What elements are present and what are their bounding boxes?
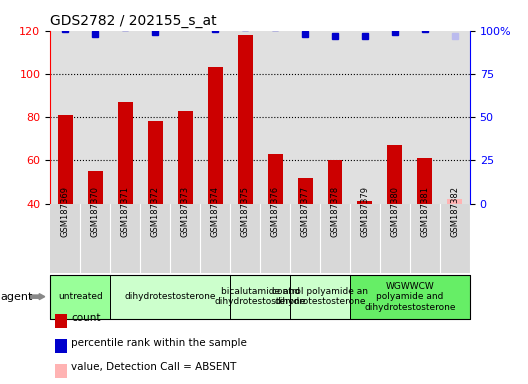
Text: count: count [71,313,101,323]
Bar [357,201,372,204]
Text: GSM187381: GSM187381 [420,186,429,237]
Bar [447,199,463,204]
Bar [110,275,230,319]
Text: GSM187372: GSM187372 [150,186,159,237]
Bar [230,31,260,204]
Bar [320,204,350,273]
Text: GSM187375: GSM187375 [241,186,250,237]
Text: GSM187379: GSM187379 [361,186,370,237]
Bar [88,171,102,204]
Bar [350,204,380,273]
Text: GSM187377: GSM187377 [300,185,309,237]
Text: percentile rank within the sample: percentile rank within the sample [71,338,247,348]
Bar [200,204,230,273]
Bar [58,115,73,204]
Text: GSM187374: GSM187374 [211,186,220,237]
Bar [327,161,343,204]
Bar [410,31,440,204]
Bar [320,31,350,204]
Bar [80,204,110,273]
Bar [148,121,163,204]
Bar [230,204,260,273]
Bar [50,204,80,273]
Text: WGWWCW
polyamide and
dihydrotestosterone: WGWWCW polyamide and dihydrotestosterone [364,282,456,311]
Bar [140,204,170,273]
Bar [230,275,290,319]
Bar [110,31,140,204]
Text: GSM187382: GSM187382 [450,186,459,237]
Bar [380,204,410,273]
Text: value, Detection Call = ABSENT: value, Detection Call = ABSENT [71,362,237,372]
Bar [410,204,440,273]
Text: GSM187373: GSM187373 [181,185,190,237]
Bar [418,158,432,204]
Bar [290,31,320,204]
Bar [177,111,193,204]
Text: dihydrotestosterone: dihydrotestosterone [124,292,216,301]
Text: GSM187370: GSM187370 [91,186,100,237]
Text: untreated: untreated [58,292,102,301]
Bar [380,31,410,204]
Bar [110,204,140,273]
Bar [80,31,110,204]
Bar [350,31,380,204]
Bar [170,204,200,273]
Bar [118,102,133,204]
Bar [297,177,313,204]
Bar [208,68,223,204]
Bar [260,31,290,204]
Bar [200,31,230,204]
Bar [50,31,80,204]
Text: GSM187378: GSM187378 [331,185,340,237]
Text: GSM187369: GSM187369 [61,186,70,237]
Bar [238,35,252,204]
FancyArrow shape [29,294,45,300]
Text: GSM187371: GSM187371 [120,186,129,237]
Text: GSM187380: GSM187380 [391,186,400,237]
Bar [140,31,170,204]
Bar [268,154,282,204]
Bar [350,275,470,319]
Bar [440,31,470,204]
Bar [388,145,402,204]
Bar [290,204,320,273]
Text: control polyamide an
dihydrotestosterone: control polyamide an dihydrotestosterone [272,287,368,306]
Text: GSM187376: GSM187376 [270,185,279,237]
Text: bicalutamide and
dihydrotestosterone: bicalutamide and dihydrotestosterone [214,287,306,306]
Bar [440,204,470,273]
Bar [260,204,290,273]
Bar [50,275,110,319]
Text: GDS2782 / 202155_s_at: GDS2782 / 202155_s_at [50,14,217,28]
Bar [170,31,200,204]
Bar [290,275,350,319]
Text: agent: agent [1,291,33,302]
